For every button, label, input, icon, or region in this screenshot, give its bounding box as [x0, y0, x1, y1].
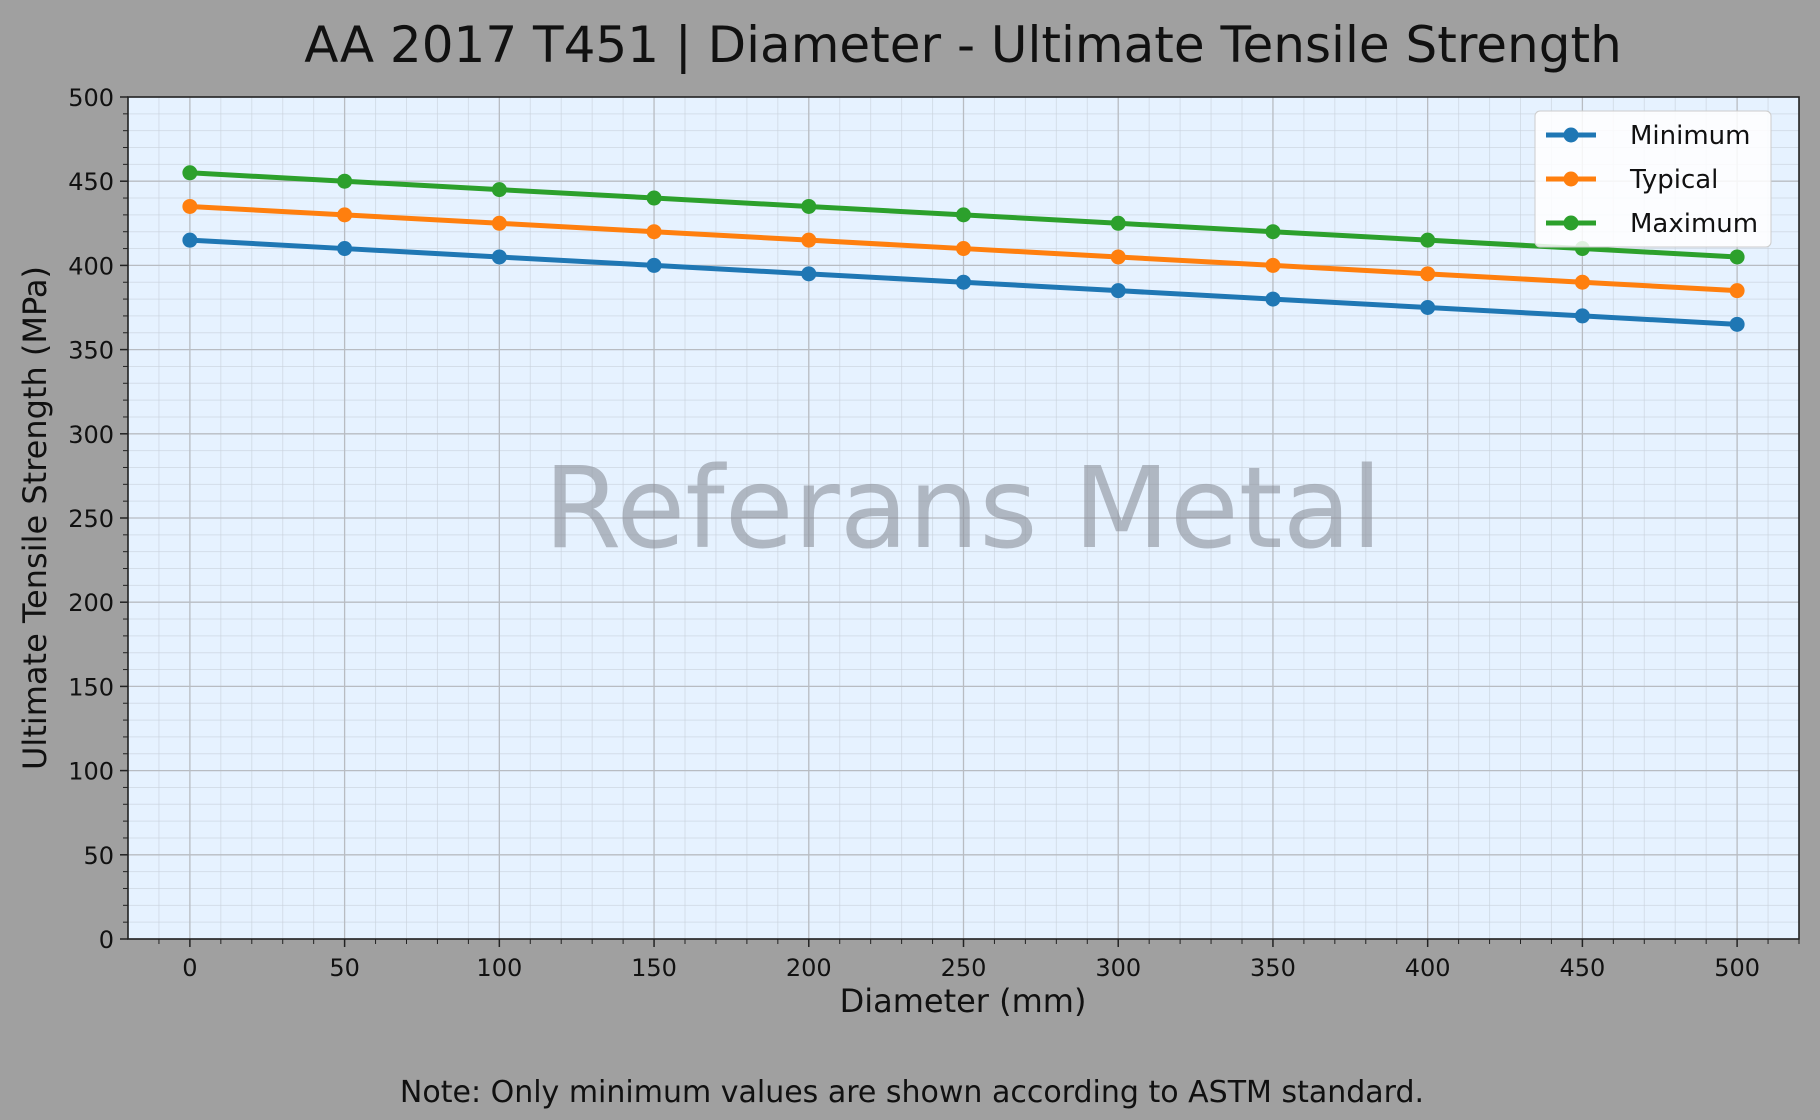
data-point-typical: [182, 198, 198, 214]
data-point-maximum: [1110, 215, 1126, 231]
tick-label-y: 0: [99, 926, 114, 954]
data-point-typical: [337, 207, 353, 223]
legend-box: [1534, 110, 1772, 248]
legend-label-minimum: Minimum: [1630, 121, 1751, 151]
tick-label-y: 250: [68, 505, 114, 533]
data-point-minimum: [337, 241, 353, 257]
legend: Minimum Typical Maximum: [1534, 110, 1772, 248]
data-point-minimum: [801, 266, 817, 282]
chart-title: AA 2017 T451 | Diameter - Ultimate Tensi…: [304, 16, 1622, 74]
legend-label-maximum: Maximum: [1630, 209, 1758, 239]
tick-label-y: 400: [68, 252, 114, 280]
tick-label-x: 450: [1559, 954, 1605, 982]
data-point-minimum: [182, 232, 198, 248]
data-point-typical: [491, 215, 507, 231]
tick-label-y: 350: [68, 337, 114, 365]
watermark: Referans Metal: [544, 444, 1383, 574]
data-point-maximum: [337, 173, 353, 189]
data-point-minimum: [1265, 291, 1281, 307]
data-point-typical: [801, 232, 817, 248]
y-axis-label: Ultimate Tensile Strength (MPa): [16, 266, 54, 770]
data-point-maximum: [1420, 232, 1436, 248]
data-point-maximum: [182, 165, 198, 181]
tick-label-x: 300: [1095, 954, 1141, 982]
data-point-maximum: [1265, 224, 1281, 240]
data-point-typical: [1420, 266, 1436, 282]
tick-label-y: 450: [68, 168, 114, 196]
data-point-typical: [1265, 257, 1281, 273]
tick-label-x: 0: [182, 954, 197, 982]
data-point-minimum: [956, 274, 971, 290]
data-point-minimum: [1729, 316, 1745, 332]
tick-label-y: 300: [68, 421, 114, 449]
tick-label-y: 50: [83, 842, 114, 870]
tick-label-x: 500: [1714, 954, 1760, 982]
data-point-minimum: [1574, 308, 1590, 324]
tick-label-x: 250: [941, 954, 987, 982]
data-point-minimum: [1420, 300, 1436, 315]
data-point-maximum: [491, 182, 507, 198]
tick-label-x: 150: [631, 954, 677, 982]
tick-label-y: 100: [68, 758, 114, 786]
data-point-typical: [1729, 283, 1745, 299]
legend-marker-minimum: [1563, 127, 1579, 143]
footnote: Note: Only minimum values are shown acco…: [400, 1075, 1424, 1110]
data-point-minimum: [491, 249, 507, 265]
data-point-maximum: [801, 198, 817, 214]
tick-label-y: 500: [68, 84, 114, 112]
data-point-maximum: [646, 190, 662, 206]
tick-label-x: 50: [329, 954, 360, 982]
legend-label-typical: Typical: [1629, 165, 1718, 195]
legend-marker-typical: [1563, 171, 1579, 187]
tick-label-y: 150: [68, 673, 114, 701]
legend-marker-maximum: [1563, 215, 1579, 231]
tick-label-x: 200: [786, 954, 832, 982]
data-point-minimum: [1110, 283, 1126, 299]
data-point-minimum: [646, 257, 662, 273]
tick-label-x: 100: [476, 954, 522, 982]
data-point-typical: [1574, 274, 1590, 290]
tick-label-x: 350: [1250, 954, 1296, 982]
data-point-typical: [1110, 249, 1126, 265]
data-point-maximum: [956, 207, 971, 223]
data-point-typical: [646, 224, 662, 240]
data-point-typical: [956, 241, 971, 257]
tick-label-x: 400: [1405, 954, 1451, 982]
tick-label-y: 200: [68, 589, 114, 617]
x-axis-label: Diameter (mm): [840, 982, 1087, 1020]
data-point-maximum: [1729, 249, 1745, 265]
